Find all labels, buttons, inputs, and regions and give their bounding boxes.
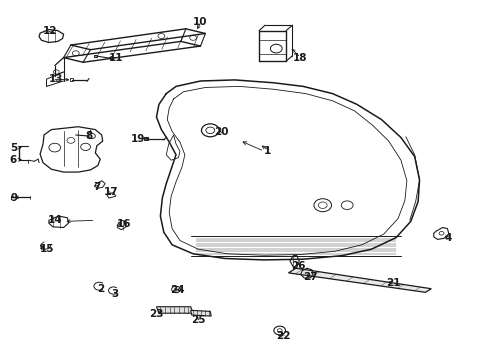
Text: 26: 26 bbox=[290, 261, 305, 271]
Text: 19: 19 bbox=[131, 134, 145, 144]
Text: 16: 16 bbox=[116, 219, 131, 229]
Text: 24: 24 bbox=[170, 285, 184, 295]
Text: 15: 15 bbox=[40, 244, 55, 254]
Text: 21: 21 bbox=[386, 278, 400, 288]
Text: 4: 4 bbox=[444, 233, 451, 243]
Polygon shape bbox=[288, 268, 430, 292]
Text: 10: 10 bbox=[193, 17, 207, 27]
Text: 14: 14 bbox=[48, 215, 62, 225]
Polygon shape bbox=[156, 307, 193, 313]
Text: 1: 1 bbox=[264, 146, 271, 156]
Text: 7: 7 bbox=[93, 182, 100, 192]
Text: 18: 18 bbox=[292, 53, 306, 63]
Polygon shape bbox=[190, 310, 211, 316]
Text: 11: 11 bbox=[108, 53, 123, 63]
Text: 25: 25 bbox=[190, 315, 205, 325]
Text: 3: 3 bbox=[111, 289, 118, 299]
Bar bbox=[144, 137, 148, 140]
Text: 5: 5 bbox=[10, 143, 17, 153]
Bar bbox=[70, 78, 73, 81]
Text: 13: 13 bbox=[49, 74, 63, 84]
Text: 8: 8 bbox=[85, 131, 93, 141]
Text: 6: 6 bbox=[10, 155, 17, 165]
Text: 27: 27 bbox=[303, 272, 317, 282]
Text: 2: 2 bbox=[97, 284, 104, 294]
Text: 20: 20 bbox=[214, 127, 228, 137]
Text: 17: 17 bbox=[104, 186, 119, 197]
Text: 23: 23 bbox=[149, 309, 163, 319]
Text: 9: 9 bbox=[11, 193, 18, 203]
Text: 12: 12 bbox=[43, 26, 58, 36]
Text: 22: 22 bbox=[276, 330, 290, 341]
Bar bbox=[94, 55, 97, 57]
